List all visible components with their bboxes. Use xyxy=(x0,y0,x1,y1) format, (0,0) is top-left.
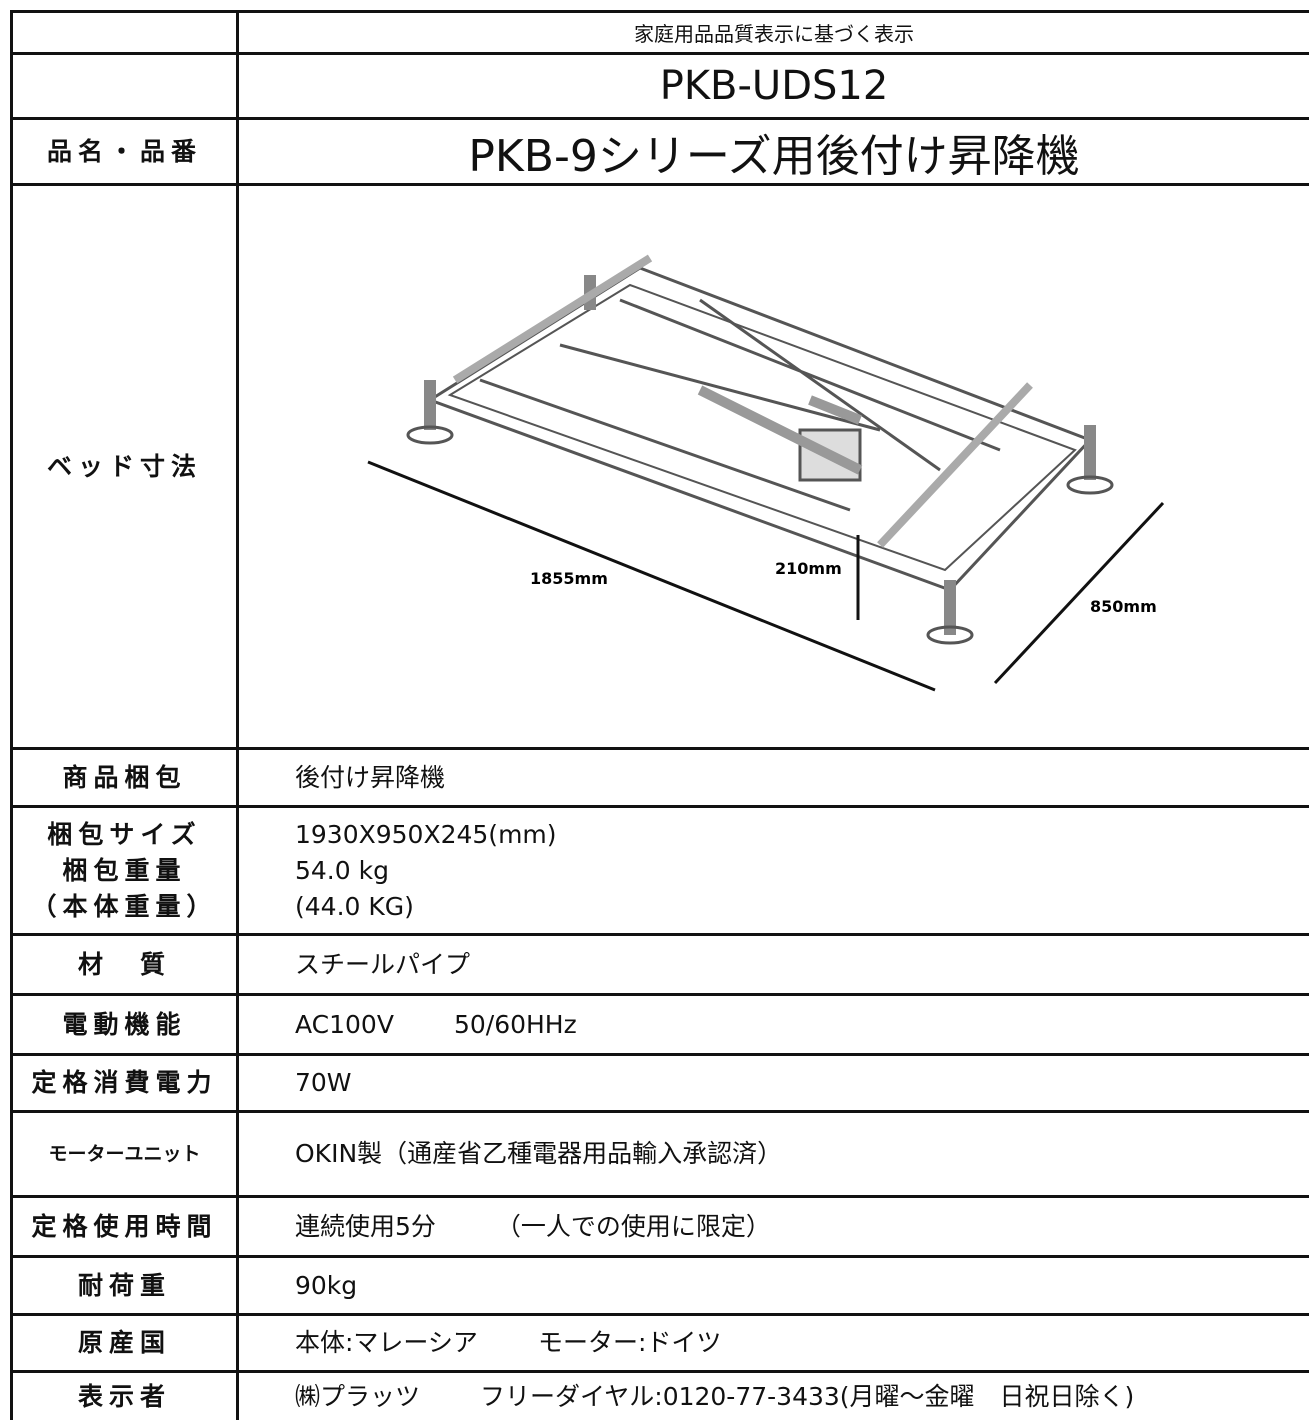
spec-value: (44.0 KG) xyxy=(295,891,414,921)
value-cell: 後付け昇降機 xyxy=(236,747,1309,805)
spec-value: AC100V xyxy=(295,1009,394,1039)
label-cell: ベッド寸法 xyxy=(10,183,236,747)
spec-value: 本体:マレーシア xyxy=(295,1328,478,1357)
spec-label: 電動機能 xyxy=(62,1009,187,1039)
spec-label: 材 質 xyxy=(77,949,171,979)
product-cell: PKB-9シリーズ用後付け昇降機 xyxy=(236,117,1309,183)
value-cell: OKIN製（通産省乙種電器用品輸入承認済） xyxy=(236,1110,1309,1195)
spec-value: （一人での使用に限定） xyxy=(495,1211,771,1241)
label-cell: 定格使用時間 xyxy=(10,1195,236,1255)
spec-label: 表示者 xyxy=(77,1381,171,1411)
header-note: 家庭用品品質表示に基づく表示 xyxy=(634,22,914,46)
label-cell: 梱包サイズ梱包重量 （本体重量） xyxy=(10,805,236,933)
height-label: 210mm xyxy=(775,559,842,578)
spec-label: モーターユニット xyxy=(48,1143,201,1165)
spec-label: 原産国 xyxy=(77,1328,171,1357)
spec-value: モーター:ドイツ xyxy=(537,1328,722,1357)
spec-line: (44.0 KG) xyxy=(239,889,1309,925)
spec-line: 後付け昇降機 xyxy=(239,760,1309,796)
product-label: 品名・品番 xyxy=(46,136,202,166)
spec-value: 54.0 kg xyxy=(295,855,389,885)
label-cell: モーターユニット xyxy=(10,1110,236,1195)
value-cell: スチールパイプ xyxy=(236,933,1309,993)
spec-value: 70W xyxy=(295,1068,352,1097)
spec-value: ㈱プラッツ xyxy=(295,1381,421,1411)
label-cell: 定格消費電力 xyxy=(10,1053,236,1110)
drawing-cell xyxy=(236,183,1309,747)
value-cell: AC100V 50/60HHz xyxy=(236,993,1309,1053)
value-cell: 1930X950X245(mm) 54.0 kg (44.0 KG) xyxy=(236,805,1309,933)
spec-label: 梱包サイズ xyxy=(47,819,202,849)
label-cell xyxy=(10,52,236,117)
spec-value: 50/60HHz xyxy=(453,1009,577,1039)
label-cell: 原産国 xyxy=(10,1313,236,1370)
spec-label: 定格消費電力 xyxy=(31,1068,218,1097)
spec-value: フリーダイヤル:0120-77-3433(月曜～金曜 日祝日除く) xyxy=(480,1381,1135,1411)
spec-line: ㈱プラッツ フリーダイヤル:0120-77-3433(月曜～金曜 日祝日除く) xyxy=(239,1379,1309,1415)
spec-label: 梱包重量 xyxy=(62,855,187,885)
product-name: PKB-9シリーズ用後付け昇降機 xyxy=(468,130,1080,182)
spec-label: 定格使用時間 xyxy=(31,1211,218,1241)
label-cell: 商品梱包 xyxy=(10,747,236,805)
spec-line: OKIN製（通産省乙種電器用品輸入承認済） xyxy=(239,1136,1309,1172)
value-cell: 本体:マレーシア モーター:ドイツ xyxy=(236,1313,1309,1370)
bed-frame xyxy=(406,254,1114,645)
note-cell: 家庭用品品質表示に基づく表示 xyxy=(236,10,1309,52)
model-cell: PKB-UDS12 xyxy=(236,52,1309,117)
value-cell: 連続使用5分 （一人での使用に限定） xyxy=(236,1195,1309,1255)
value-cell: ㈱プラッツ フリーダイヤル:0120-77-3433(月曜～金曜 日祝日除く) xyxy=(236,1370,1309,1420)
dimensions-label: ベッド寸法 xyxy=(46,451,202,481)
length-label: 1855mm xyxy=(530,569,608,588)
label-cell: 材 質 xyxy=(10,933,236,993)
spec-line: 70W xyxy=(239,1065,1309,1101)
spec-value: 90kg xyxy=(295,1270,358,1300)
width-label: 850mm xyxy=(1090,597,1157,616)
model-number: PKB-UDS12 xyxy=(659,63,889,109)
label-cell xyxy=(10,10,236,52)
label-cell: 品名・品番 xyxy=(10,117,236,183)
value-cell: 90kg xyxy=(236,1255,1309,1313)
spec-line: AC100V 50/60HHz xyxy=(239,1007,1309,1043)
label-cell: 表示者 xyxy=(10,1370,236,1420)
spec-line: スチールパイプ xyxy=(239,947,1309,983)
spec-value: 1930X950X245(mm) xyxy=(295,819,557,849)
spec-value: スチールパイプ xyxy=(295,949,471,979)
spec-value: OKIN製（通産省乙種電器用品輸入承認済） xyxy=(295,1139,783,1168)
spec-value: 連続使用5分 xyxy=(295,1211,436,1241)
spec-line: 本体:マレーシア モーター:ドイツ xyxy=(239,1325,1309,1361)
spec-label: （本体重量） xyxy=(31,891,218,921)
label-cell: 電動機能 xyxy=(10,993,236,1053)
spec-value: 後付け昇降機 xyxy=(295,762,446,792)
dimension-lines xyxy=(367,460,1165,692)
spec-line: 54.0 kg xyxy=(239,853,1309,889)
label-cell: 耐荷重 xyxy=(10,1255,236,1313)
spec-label: 耐荷重 xyxy=(77,1270,171,1300)
spec-line: 1930X950X245(mm) xyxy=(239,817,1309,853)
spec-line: 90kg xyxy=(239,1268,1309,1304)
value-cell: 70W xyxy=(236,1053,1309,1110)
spec-label: 商品梱包 xyxy=(62,762,187,792)
spec-line: 連続使用5分 （一人での使用に限定） xyxy=(239,1209,1309,1245)
